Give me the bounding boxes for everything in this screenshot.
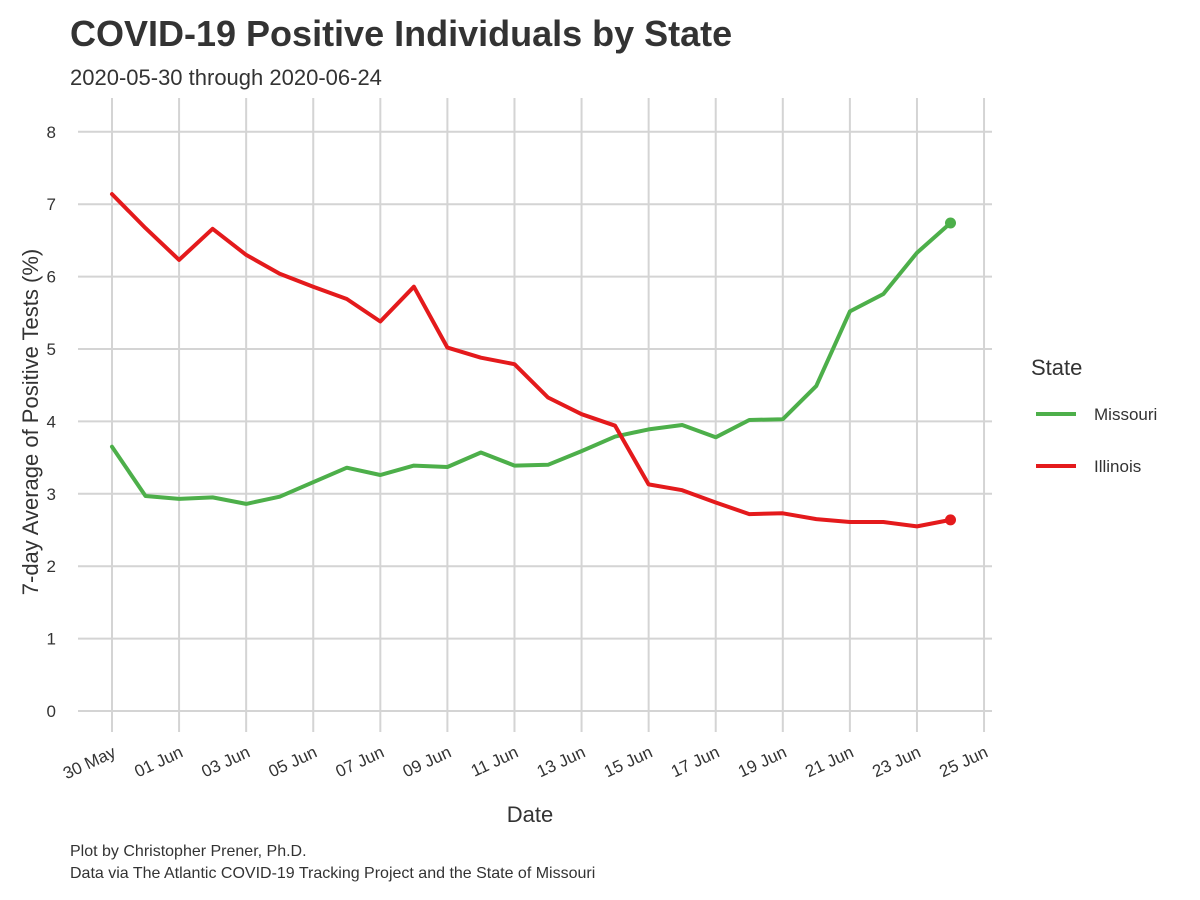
x-tick-label: 05 Jun — [266, 742, 320, 781]
chart-subtitle: 2020-05-30 through 2020-06-24 — [70, 65, 382, 90]
y-tick-label: 6 — [47, 268, 56, 287]
y-tick-label: 7 — [47, 195, 56, 214]
series-line-missouri — [110, 221, 953, 506]
series-endpoint-missouri — [945, 217, 956, 229]
x-tick-label: 30 May — [60, 742, 119, 783]
legend-label-missouri: Missouri — [1094, 405, 1157, 424]
x-tick-label: 01 Jun — [131, 742, 185, 781]
x-tick-label: 09 Jun — [400, 742, 454, 781]
series-line-illinois — [110, 192, 953, 529]
x-tick-label: 03 Jun — [199, 742, 253, 781]
x-tick-label: 15 Jun — [601, 742, 655, 781]
x-axis-ticks: 30 May 01 Jun 03 Jun 05 Jun 07 Jun 09 Jun 11 J… — [60, 742, 991, 783]
legend-label-illinois: Illinois — [1094, 457, 1141, 476]
legend: State Missouri Illinois — [1031, 355, 1157, 476]
x-tick-label: 25 Jun — [936, 742, 990, 781]
x-tick-label: 11 Jun — [468, 742, 521, 780]
gridlines — [78, 98, 992, 732]
y-tick-label: 4 — [47, 412, 56, 431]
y-tick-label: 3 — [47, 485, 56, 504]
chart-title: COVID-19 Positive Individuals by State — [70, 13, 732, 54]
series-endpoint-illinois — [945, 514, 956, 526]
y-axis-title: 7-day Average of Positive Tests (%) — [18, 249, 43, 595]
y-tick-label: 8 — [47, 123, 56, 142]
y-tick-label: 2 — [47, 557, 56, 576]
y-tick-label: 1 — [47, 630, 56, 649]
x-axis-title: Date — [507, 802, 553, 827]
caption-line-1: Plot by Christopher Prener, Ph.D. — [70, 843, 307, 860]
x-tick-label: 19 Jun — [735, 742, 789, 781]
caption-line-2: Data via The Atlantic COVID-19 Tracking … — [70, 865, 595, 882]
x-tick-label: 17 Jun — [668, 742, 722, 781]
x-tick-label: 21 Jun — [802, 742, 856, 781]
y-tick-label: 0 — [47, 702, 56, 721]
y-axis-ticks: 0 1 2 3 4 5 6 7 8 — [47, 123, 56, 721]
x-tick-label: 07 Jun — [333, 742, 387, 781]
series-lines — [110, 192, 956, 529]
legend-title: State — [1031, 355, 1082, 380]
x-tick-label: 23 Jun — [869, 742, 923, 781]
legend-items: Missouri Illinois — [1036, 405, 1157, 476]
y-tick-label: 5 — [47, 340, 56, 359]
x-tick-label: 13 Jun — [534, 742, 588, 781]
